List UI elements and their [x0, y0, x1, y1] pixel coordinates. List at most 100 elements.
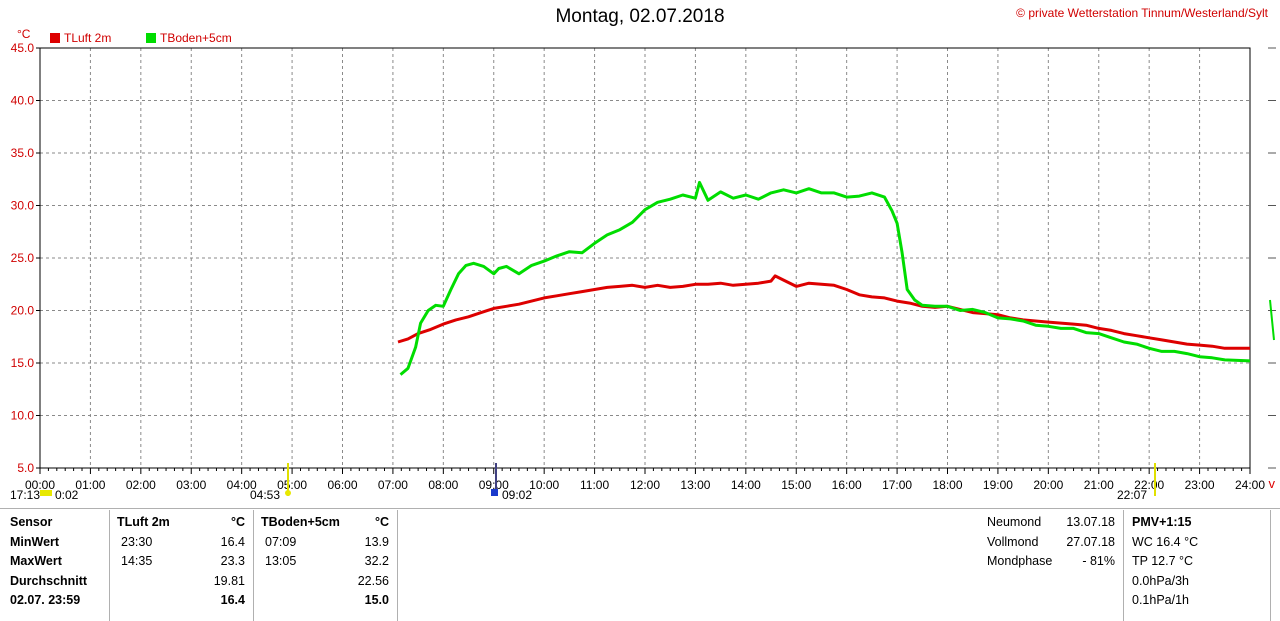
- sensor-2-max-time: 13:05: [265, 554, 297, 568]
- x-tick-label: 20:00: [1033, 478, 1063, 492]
- sensor-1-unit: °C: [230, 515, 245, 529]
- x-tick-label: 18:00: [932, 478, 962, 492]
- sensor-1-name: TLuft 2m: [117, 515, 170, 529]
- sensor-2-avg: 22.56: [357, 573, 389, 588]
- label-avg: Durchschnitt: [10, 573, 88, 588]
- legend-label-tluft: TLuft 2m: [64, 31, 112, 45]
- sensor-2-min: 13.9: [364, 534, 389, 549]
- legend-swatch-red: [50, 33, 60, 43]
- series-line-tluft: [397, 274, 1250, 350]
- sensor-1-min: 16.4: [220, 534, 245, 549]
- x-tick-label: 10:00: [529, 478, 559, 492]
- stats-labels: Sensor MinWert MaxWert Durchschnitt 02.0…: [10, 510, 105, 621]
- pmv-pressure-1h: 0.1hPa/1h: [1132, 593, 1189, 607]
- new-moon-label: Neumond: [987, 515, 1042, 529]
- y-tick-label: 5.0: [17, 461, 34, 475]
- chart-grid: [40, 48, 1250, 468]
- stats-sensor-2: TBoden+5cm °C 07:09 13.9 13:05 32.2 22.5…: [261, 510, 389, 621]
- sun-markers: v: [40, 299, 1276, 496]
- y-tick-label: 45.0: [11, 41, 35, 55]
- legend-label-tboden: TBoden+5cm: [160, 31, 232, 45]
- right-edge-marker: [1269, 299, 1275, 341]
- sensor-1-max-time: 14:35: [121, 554, 153, 568]
- legend-item-tboden: TBoden+5cm: [146, 31, 232, 45]
- arrow-down-icon: v: [1269, 476, 1276, 491]
- x-tick-label: 16:00: [832, 478, 862, 492]
- stats-col-divider-5: [1270, 510, 1271, 621]
- y-tick-label: 15.0: [11, 356, 35, 370]
- sunset-time: 22:07: [1117, 488, 1148, 502]
- stats-divider: [0, 508, 1280, 509]
- chart-title: Montag, 02.07.2018: [555, 6, 725, 27]
- sensor-2-max: 32.2: [364, 554, 389, 568]
- x-tick-label: 14:00: [731, 478, 761, 492]
- x-tick-label: 04:00: [227, 478, 257, 492]
- sensor-2-name: TBoden+5cm: [261, 515, 340, 529]
- y-tick-label: 10.0: [11, 409, 35, 423]
- sunrise-time: 04:53: [250, 488, 281, 502]
- solar-noon-time: 09:02: [502, 488, 533, 502]
- x-tick-label: 02:00: [126, 478, 156, 492]
- y-tick-label: 30.0: [11, 199, 35, 213]
- new-moon-date: 13.07.18: [1066, 515, 1115, 529]
- sensor-2-unit: °C: [374, 515, 389, 529]
- stats-sensor-1: TLuft 2m °C 23:30 16.4 14:35 23.3 19.81 …: [117, 510, 245, 621]
- y-tick-label: 40.0: [11, 94, 35, 108]
- x-tick-label: 12:00: [630, 478, 660, 492]
- sensor-1-avg: 19.81: [213, 573, 245, 588]
- sensor-1-max: 23.3: [220, 554, 245, 568]
- stats-col-divider-2: [253, 510, 254, 621]
- sensor-1-min-time: 23:30: [121, 534, 153, 549]
- x-tick-label: 15:00: [781, 478, 811, 492]
- pmv-panel: PMV+1:15 WC 16.4 °C TP 12.7 °C 0.0hPa/3h…: [1132, 510, 1267, 621]
- moon-phase-icon: [40, 490, 52, 496]
- x-tick-label: 21:00: [1084, 478, 1114, 492]
- x-tick-label: 24:00: [1235, 478, 1265, 492]
- series-group: [397, 180, 1251, 376]
- legend-item-tluft: TLuft 2m: [50, 31, 111, 45]
- x-tick-label: 07:00: [378, 478, 408, 492]
- stats-col-divider-3: [397, 510, 398, 621]
- temperature-chart: 5.0 10.0 15.0 20.0 25.0 30.0 35.0 40.0 45.0 00:0…: [11, 41, 1276, 496]
- x-tick-label: 00:00: [25, 478, 55, 492]
- stats-col-divider-1: [109, 510, 110, 621]
- moonrise-time: 0:02: [55, 488, 79, 502]
- full-moon-label: Vollmond: [987, 534, 1039, 549]
- stats-col-divider-4: [1123, 510, 1124, 621]
- pmv-pressure-3h: 0.0hPa/3h: [1132, 573, 1189, 588]
- x-tick-label: 19:00: [983, 478, 1013, 492]
- x-tick-label: 11:00: [580, 478, 609, 492]
- pmv-windchill: WC 16.4 °C: [1132, 534, 1199, 549]
- sensor-2-current: 15.0: [364, 593, 389, 607]
- x-tick-label: 17:00: [882, 478, 912, 492]
- x-tick-label: 03:00: [176, 478, 206, 492]
- sensor-1-current: 16.4: [220, 593, 245, 607]
- y-axis-unit: °C: [17, 27, 31, 41]
- moonset-time: 17:13: [10, 488, 41, 502]
- moon-panel: Neumond 13.07.18 Vollmond 27.07.18 Mondp…: [987, 510, 1115, 621]
- header-sensor: Sensor: [10, 515, 53, 529]
- y-axis: 5.0 10.0 15.0 20.0 25.0 30.0 35.0 40.0 45.0: [11, 41, 1276, 475]
- label-current: 02.07. 23:59: [10, 593, 81, 607]
- x-tick-label: 23:00: [1185, 478, 1215, 492]
- y-tick-label: 20.0: [11, 304, 35, 318]
- legend-swatch-green: [146, 33, 156, 43]
- sensor-2-min-time: 07:09: [265, 534, 297, 549]
- y-tick-label: 25.0: [11, 251, 35, 265]
- x-tick-label: 05:00: [277, 478, 307, 492]
- sun-icon: [285, 490, 291, 496]
- x-tick-label: 06:00: [327, 478, 357, 492]
- x-tick-label: 13:00: [680, 478, 710, 492]
- x-axis: 00:00 01:00 02:00 03:00 04:00 05:00 06:00 07:00…: [25, 468, 1265, 492]
- label-max: MaxWert: [10, 554, 62, 568]
- moon-icon: [491, 489, 498, 496]
- series-line-tboden: [399, 180, 1251, 376]
- pmv-title: PMV+1:15: [1132, 515, 1192, 529]
- copyright-note: © private Wetterstation Tinnum/Westerlan…: [1016, 6, 1268, 20]
- x-tick-label: 09:00: [479, 478, 509, 492]
- label-min: MinWert: [10, 534, 60, 549]
- moon-phase-label: Mondphase: [987, 554, 1053, 568]
- moon-phase-value: - 81%: [1082, 554, 1115, 568]
- full-moon-date: 27.07.18: [1066, 534, 1115, 549]
- x-tick-label: 01:00: [75, 478, 105, 492]
